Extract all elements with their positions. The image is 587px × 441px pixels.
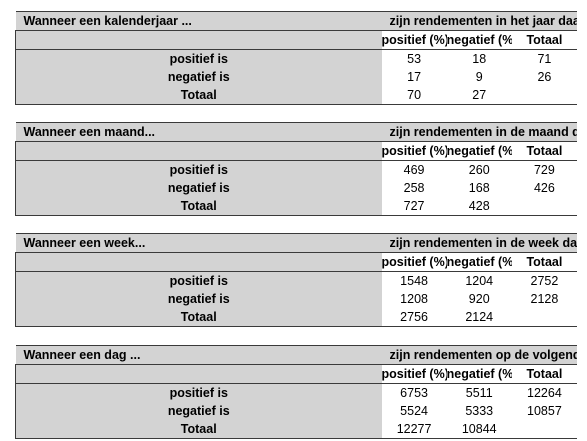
table-row: positief is 1548 1204 2752: [15, 271, 578, 290]
table-header-row: positief (%) negatief (%) Totaal: [15, 252, 577, 272]
cell-total: [511, 86, 577, 105]
table-title-left: Wanneer een maand...: [15, 122, 382, 142]
cell-total: [511, 308, 577, 327]
header-empty-cell: [15, 141, 382, 161]
cell-positive: 53: [407, 52, 422, 66]
row-label: positief is: [15, 383, 382, 402]
table-title-right: zijn rendementen in het jaar daarop: [381, 11, 577, 31]
table-row: positief is 469 260 729: [15, 160, 578, 179]
cell-positive: 12277: [381, 420, 447, 439]
table-week: Wanneer een week... zijn rendementen in …: [15, 233, 577, 327]
table-row: negatief is 5524 5333 10857: [15, 402, 578, 420]
row-label: Totaal: [15, 420, 382, 439]
cell-positive: 70: [381, 86, 447, 105]
cell-positive: 1208: [400, 292, 428, 306]
header-negative: negatief (%): [446, 252, 512, 272]
table-row: positief is 6753 5511 12264: [15, 383, 578, 402]
header-empty-cell: [15, 252, 382, 272]
table-header-row: positief (%) negatief (%) Totaal: [15, 364, 577, 384]
table-kalenderjaar: Wanneer een kalenderjaar ... zijn rendem…: [15, 11, 577, 105]
cell-total: 729: [533, 163, 555, 177]
cell-negative: 2124: [446, 308, 512, 327]
header-negative: negatief (%): [446, 30, 512, 50]
cell-positive: 17: [407, 70, 422, 84]
row-label: negatief is: [15, 68, 382, 86]
header-total: Totaal: [511, 364, 577, 384]
row-label: Totaal: [15, 308, 382, 327]
table-row: Totaal 70 27: [15, 86, 577, 105]
cell-positive: 258: [403, 181, 425, 195]
header-positive: positief (%): [381, 30, 447, 50]
cell-total: 26: [537, 70, 552, 84]
table-dag: Wanneer een dag ... zijn rendementen op …: [15, 345, 577, 439]
table-header-row: positief (%) negatief (%) Totaal: [15, 30, 577, 50]
cell-total: 12264: [527, 386, 562, 400]
header-negative: negatief (%): [446, 364, 512, 384]
cell-total: [511, 420, 577, 439]
row-label: Totaal: [15, 86, 382, 105]
cell-total: 10857: [527, 404, 562, 418]
table-row: Totaal 12277 10844: [15, 420, 577, 439]
header-empty-cell: [15, 30, 382, 50]
cell-total: 71: [537, 52, 552, 66]
cell-total: 426: [533, 181, 555, 195]
table-title-right: zijn rendementen op de volgende dag: [381, 345, 577, 365]
table-title-row: Wanneer een kalenderjaar ... zijn rendem…: [15, 11, 577, 31]
cell-negative: 5511: [465, 386, 493, 400]
table-row: negatief is 1208 920 2128: [15, 290, 578, 308]
cell-positive: 2756: [381, 308, 447, 327]
cell-negative: 5333: [465, 404, 494, 418]
cell-negative: 168: [468, 181, 490, 195]
row-label: positief is: [15, 160, 382, 179]
cell-positive: 727: [381, 197, 447, 216]
cell-positive: 6753: [400, 386, 428, 400]
table-title-row: Wanneer een maand... zijn rendementen in…: [15, 122, 577, 142]
header-positive: positief (%): [381, 252, 447, 272]
header-total: Totaal: [511, 30, 577, 50]
row-label: negatief is: [15, 179, 382, 197]
cell-total: [511, 197, 577, 216]
cell-positive: 5524: [400, 404, 428, 418]
cell-negative: 1204: [465, 274, 494, 288]
cell-negative: 920: [468, 292, 490, 306]
cell-negative: 27: [446, 86, 512, 105]
header-negative: negatief (%): [446, 141, 512, 161]
header-empty-cell: [15, 364, 382, 384]
table-title-left: Wanneer een week...: [15, 233, 382, 253]
header-total: Totaal: [511, 252, 577, 272]
row-label: negatief is: [15, 402, 382, 420]
table-row: positief is 53 18 71: [15, 49, 578, 68]
table-title-right: zijn rendementen in de maand daarop: [381, 122, 577, 142]
cell-total: 2752: [530, 274, 559, 288]
table-title-right: zijn rendementen in de week daarop: [381, 233, 577, 253]
table-maand: Wanneer een maand... zijn rendementen in…: [15, 122, 577, 216]
table-row: Totaal 727 428: [15, 197, 577, 216]
row-label: positief is: [15, 271, 382, 290]
table-row: Totaal 2756 2124: [15, 308, 577, 327]
cell-negative: 10844: [446, 420, 512, 439]
row-label: positief is: [15, 49, 382, 68]
table-title-row: Wanneer een week... zijn rendementen in …: [15, 233, 577, 253]
cell-positive: 1548: [400, 274, 428, 288]
table-row: negatief is 17 9 26: [15, 68, 578, 86]
row-label: Totaal: [15, 197, 382, 216]
cell-positive: 469: [403, 163, 425, 177]
header-positive: positief (%): [381, 364, 447, 384]
table-header-row: positief (%) negatief (%) Totaal: [15, 141, 577, 161]
header-positive: positief (%): [381, 141, 447, 161]
cell-negative: 18: [472, 52, 487, 66]
table-title-row: Wanneer een dag ... zijn rendementen op …: [15, 345, 577, 365]
row-label: negatief is: [15, 290, 382, 308]
cell-negative: 428: [446, 197, 512, 216]
cell-total: 2128: [530, 292, 559, 306]
table-title-left: Wanneer een kalenderjaar ...: [15, 11, 382, 31]
table-title-left: Wanneer een dag ...: [15, 345, 382, 365]
cell-negative: 9: [475, 70, 483, 84]
header-total: Totaal: [511, 141, 577, 161]
cell-negative: 260: [468, 163, 490, 177]
table-row: negatief is 258 168 426: [15, 179, 578, 197]
